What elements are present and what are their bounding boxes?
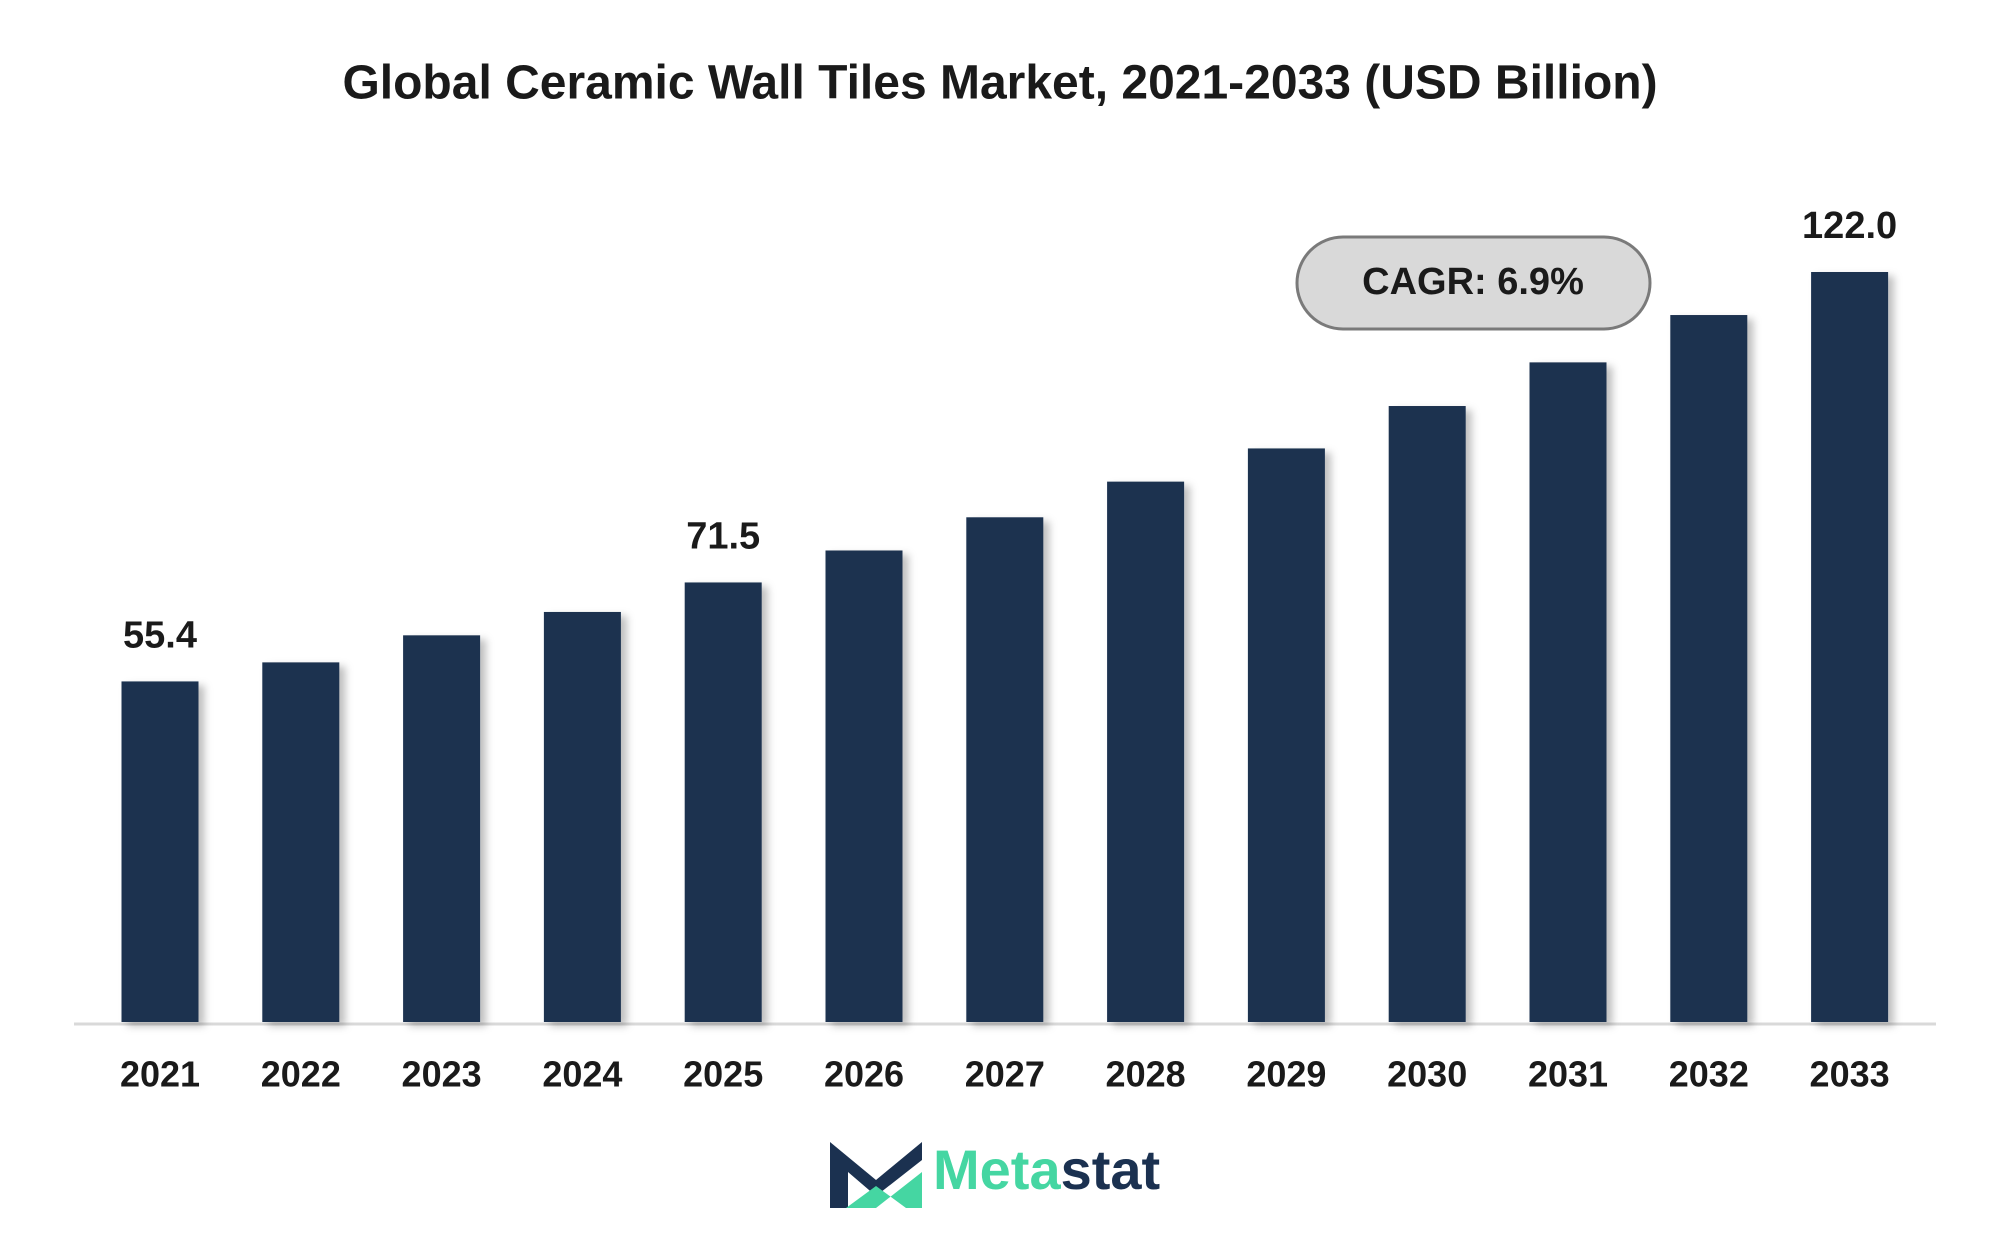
logo-prefix: Meta [933, 1138, 1061, 1201]
data-label: 55.4 [123, 614, 197, 656]
logo-icon-accent [846, 1172, 922, 1208]
bar [966, 517, 1044, 1022]
bar [121, 681, 199, 1022]
bar [825, 550, 903, 1022]
bar [1388, 406, 1466, 1023]
data-label: 122.0 [1802, 205, 1897, 247]
x-tick-label: 2022 [261, 1054, 341, 1095]
chart-title: Global Ceramic Wall Tiles Market, 2021-2… [342, 57, 1657, 110]
x-tick-label: 2033 [1810, 1054, 1890, 1095]
x-tick-label: 2021 [120, 1054, 200, 1095]
bar [543, 611, 621, 1022]
bar [1247, 448, 1325, 1022]
bar [1811, 272, 1889, 1022]
bar [684, 582, 762, 1022]
x-tick-label: 2023 [402, 1054, 482, 1095]
annotation-box [1295, 235, 1652, 331]
x-tick-label: 2032 [1669, 1054, 1749, 1095]
x-tick-label: 2031 [1528, 1054, 1608, 1095]
annotation: CAGR: 6.9% [1362, 261, 1584, 303]
x-tick-label: 2024 [542, 1054, 622, 1095]
x-tick-label: 2026 [824, 1054, 904, 1095]
logo-text: Metastat [933, 1138, 1160, 1201]
logo: Metastat [830, 1138, 1160, 1208]
x-tick-label: 2028 [1106, 1054, 1186, 1095]
bar [1107, 481, 1185, 1023]
x-tick-label: 2027 [965, 1054, 1045, 1095]
bar [403, 635, 481, 1022]
x-tick-label: 2029 [1246, 1054, 1326, 1095]
bar [1670, 315, 1748, 1022]
x-tick-label: 2030 [1387, 1054, 1467, 1095]
data-label: 71.5 [686, 515, 760, 557]
bar [262, 662, 340, 1022]
bar [1529, 362, 1607, 1022]
x-tick-label: 2025 [683, 1054, 763, 1095]
logo-suffix: stat [1061, 1138, 1161, 1201]
